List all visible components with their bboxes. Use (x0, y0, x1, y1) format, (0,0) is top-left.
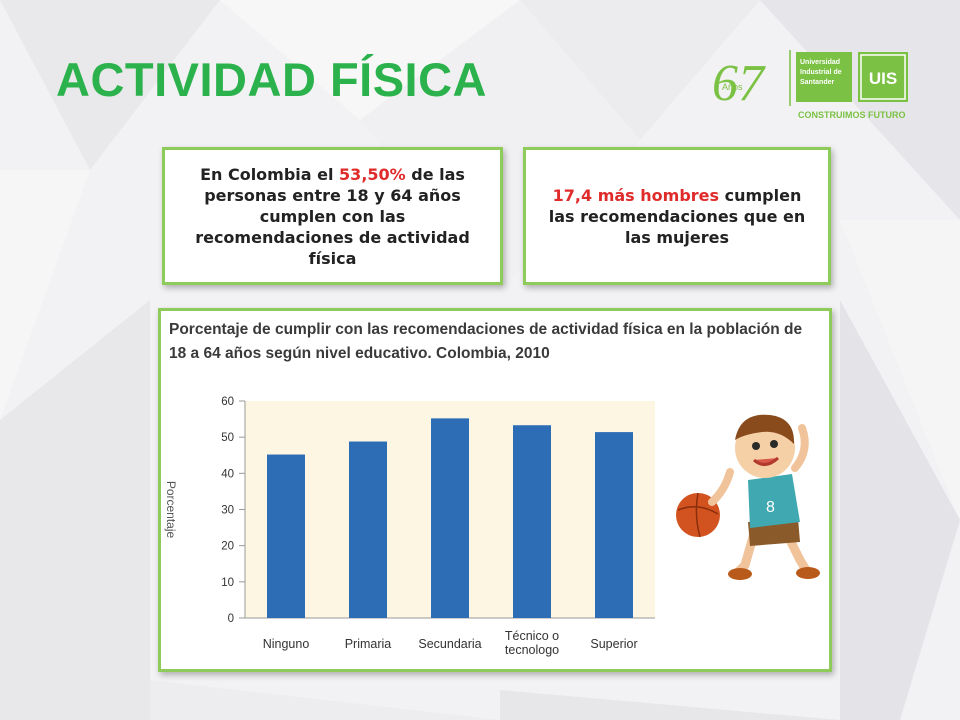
y-tick-label: 20 (221, 541, 234, 553)
university-name-box (796, 52, 852, 102)
logo-tagline: CONSTRUIMOS FUTURO (798, 110, 906, 120)
slide-title: ACTIVIDAD FÍSICA (56, 53, 487, 106)
bar-primaria (349, 441, 387, 618)
university-logo: 67 Años Universidad Industrial de Santan… (712, 50, 908, 120)
x-tick-label: Secundaria (418, 637, 481, 651)
svg-text:UIS: UIS (869, 69, 897, 88)
svg-text:8: 8 (766, 499, 775, 516)
bar-superior (595, 432, 633, 618)
bar-t-cnico-o-tecnologo (513, 425, 551, 618)
y-tick-label: 0 (228, 613, 234, 625)
anniversary-word: Años (722, 82, 743, 92)
bar-secundaria (431, 418, 469, 618)
x-tick-label: Primaria (345, 637, 392, 651)
uis-emblem (858, 52, 908, 102)
x-tick-label: Ninguno (263, 637, 310, 651)
stat-card-participation: En Colombia el 53,50% de las personas en… (162, 147, 503, 285)
y-tick-label: 40 (221, 468, 234, 480)
x-tick-label: Superior (590, 637, 637, 651)
highlight-men: 17,4 más hombres (552, 185, 720, 205)
chart-title: Porcentaje de cumplir con las recomendac… (169, 321, 803, 362)
highlight-percentage: 53,50% (339, 164, 406, 184)
y-tick-label: 10 (221, 577, 234, 589)
y-tick-label: 60 (221, 396, 234, 408)
y-axis-label: Porcentaje (164, 481, 178, 539)
svg-text:Industrial de: Industrial de (800, 69, 842, 76)
child-with-ball-illustration: 8 (676, 414, 820, 580)
bar-ninguno (267, 454, 305, 618)
stat-card-gender-gap: 17,4 más hombres cumplen las recomendaci… (523, 147, 831, 285)
bar-chart: 0 10 20 30 40 50 60 Porcentaje Ninguno Primaria Se… (164, 396, 655, 657)
y-tick-label: 30 (221, 505, 234, 517)
anniversary-number: 67 (712, 55, 766, 112)
y-tick-label: 50 (221, 432, 234, 444)
x-tick-label: Técnico o tecnologo (505, 629, 559, 657)
svg-text:Universidad: Universidad (800, 59, 840, 66)
svg-text:Santander: Santander (800, 79, 835, 86)
